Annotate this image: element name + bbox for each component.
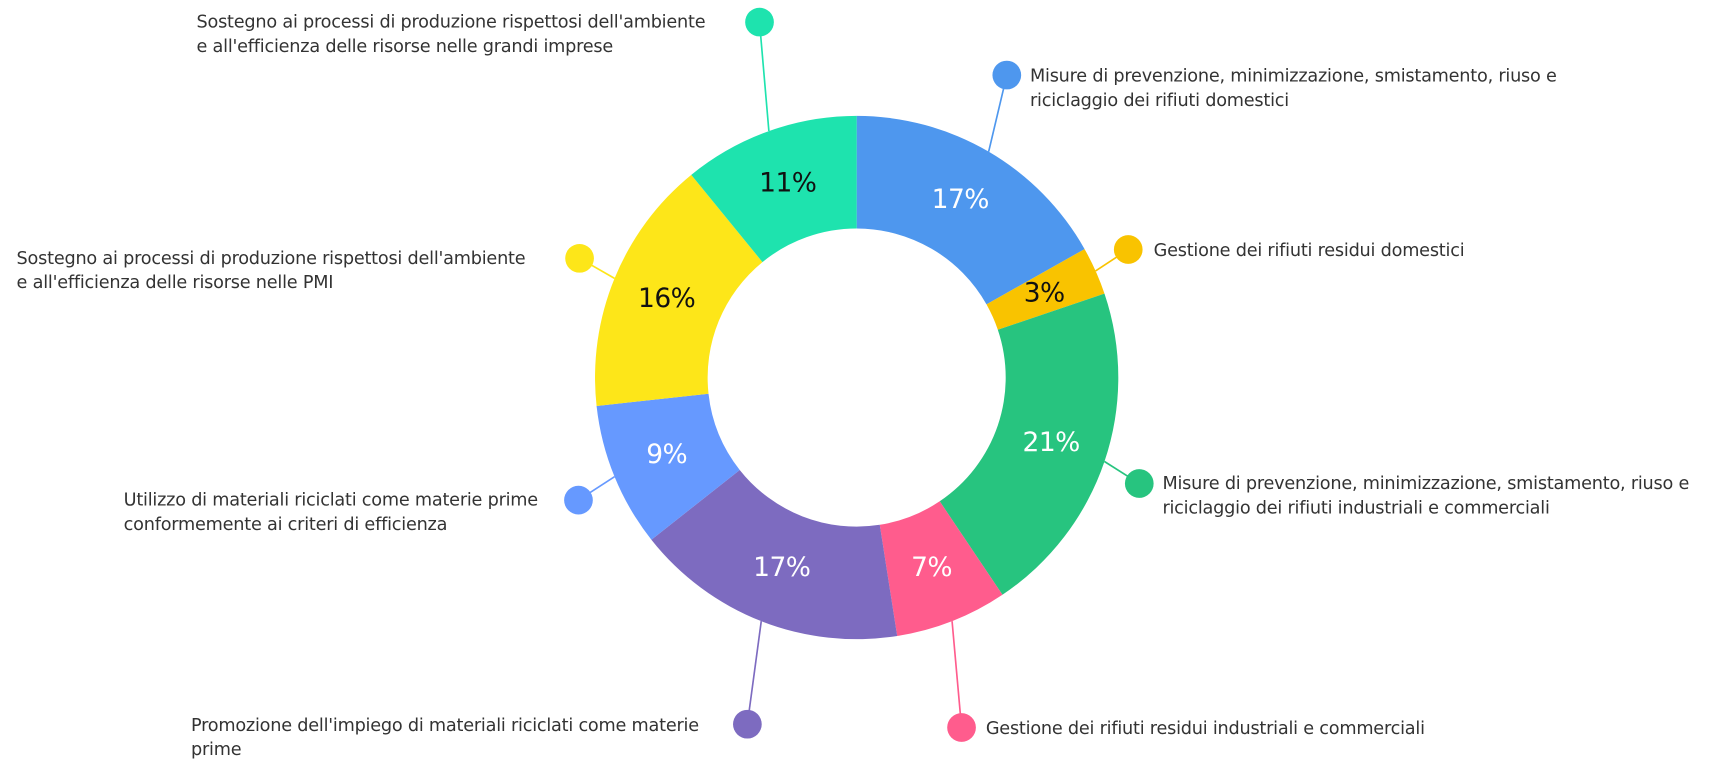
value-label: 3% [1024,277,1065,308]
leader-line [951,621,963,728]
leader-line [758,22,770,132]
legend-dot [564,485,593,515]
donut-segment [939,293,1119,595]
value-label: 17% [753,552,810,583]
donut-segment [856,115,1085,305]
category-label: Sostegno ai processi di produzione rispe… [196,11,706,57]
donut-segment [595,174,763,406]
category-label: Gestione dei rifiuti residui domestici [1153,239,1465,261]
category-label: Sostegno ai processi di produzione rispe… [16,247,526,293]
legend-dot [565,243,594,273]
donut-segment [691,115,857,263]
donut-segment [879,501,1003,637]
legend-dot [1124,469,1154,498]
category-label: Misure di prevenzione, minimizzazione, s… [1029,65,1557,111]
category-label: Gestione dei rifiuti residui industriali… [985,717,1425,739]
value-label: 9% [646,439,687,470]
leader-line [746,621,763,725]
value-label: 7% [911,552,952,583]
donut-segment [596,393,740,540]
category-label: Misure di prevenzione, minimizzazione, s… [1162,472,1690,518]
value-label: 16% [638,283,695,314]
legend-dot [992,60,1022,90]
legend-dot [733,709,762,739]
legend-dot [745,7,774,37]
category-label: Promozione dell'impiego di materiali ric… [190,714,699,760]
donut-segment [986,249,1105,330]
value-label: 11% [759,168,816,199]
category-label: Utilizzo di materiali riciclati come mat… [123,489,539,535]
value-label: 21% [1023,427,1080,458]
legend-dot [1113,235,1143,264]
donut-segment [651,469,898,640]
value-label: 17% [932,184,989,215]
legend-dot [947,713,976,742]
